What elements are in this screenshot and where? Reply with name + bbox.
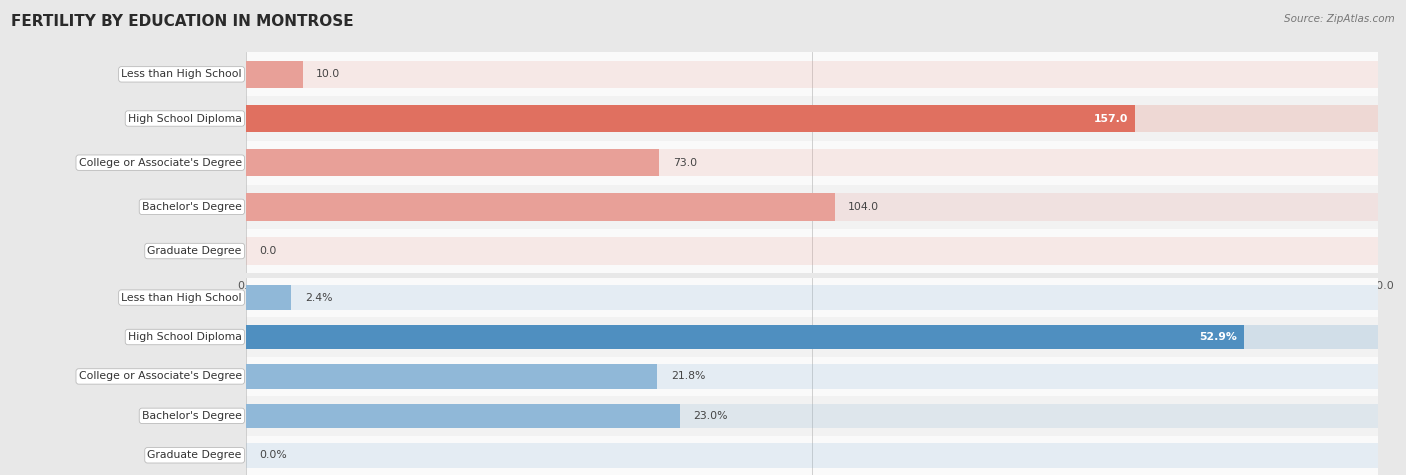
Text: High School Diploma: High School Diploma bbox=[128, 332, 242, 342]
Bar bbox=[246, 443, 1378, 467]
Bar bbox=[246, 404, 681, 428]
Text: 157.0: 157.0 bbox=[1094, 114, 1128, 124]
Bar bbox=[246, 364, 1378, 389]
Bar bbox=[246, 193, 1378, 220]
Bar bbox=[246, 193, 835, 220]
Bar bbox=[246, 396, 1378, 436]
Text: High School Diploma: High School Diploma bbox=[128, 114, 242, 124]
Bar bbox=[246, 105, 1378, 132]
Text: 2.4%: 2.4% bbox=[305, 293, 332, 303]
Text: Bachelor's Degree: Bachelor's Degree bbox=[142, 202, 242, 212]
Bar bbox=[246, 96, 1378, 141]
Bar bbox=[246, 285, 291, 310]
Text: Less than High School: Less than High School bbox=[121, 69, 242, 79]
Bar bbox=[246, 364, 657, 389]
Bar bbox=[246, 278, 1378, 317]
Text: 104.0: 104.0 bbox=[848, 202, 879, 212]
Bar bbox=[246, 61, 302, 88]
Bar bbox=[246, 61, 1378, 88]
Text: 73.0: 73.0 bbox=[672, 158, 697, 168]
Bar bbox=[246, 404, 1378, 428]
Text: Graduate Degree: Graduate Degree bbox=[148, 246, 242, 256]
Text: College or Associate's Degree: College or Associate's Degree bbox=[79, 371, 242, 381]
Text: 21.8%: 21.8% bbox=[671, 371, 706, 381]
Text: 52.9%: 52.9% bbox=[1199, 332, 1237, 342]
Text: Graduate Degree: Graduate Degree bbox=[148, 450, 242, 460]
Bar bbox=[246, 436, 1378, 475]
Bar bbox=[246, 105, 1135, 132]
Bar bbox=[246, 325, 1378, 349]
Bar bbox=[246, 185, 1378, 229]
Bar bbox=[246, 285, 1378, 310]
Bar bbox=[246, 52, 1378, 96]
Bar bbox=[246, 238, 1378, 265]
Bar bbox=[246, 141, 1378, 185]
Text: FERTILITY BY EDUCATION IN MONTROSE: FERTILITY BY EDUCATION IN MONTROSE bbox=[11, 14, 354, 29]
Bar bbox=[246, 325, 1244, 349]
Bar bbox=[246, 357, 1378, 396]
Bar bbox=[246, 229, 1378, 273]
Text: 10.0: 10.0 bbox=[316, 69, 340, 79]
Text: 23.0%: 23.0% bbox=[693, 411, 728, 421]
Text: College or Associate's Degree: College or Associate's Degree bbox=[79, 158, 242, 168]
Text: Source: ZipAtlas.com: Source: ZipAtlas.com bbox=[1284, 14, 1395, 24]
Bar bbox=[246, 149, 1378, 176]
Text: 0.0: 0.0 bbox=[260, 246, 277, 256]
Bar bbox=[246, 317, 1378, 357]
Text: Less than High School: Less than High School bbox=[121, 293, 242, 303]
Bar bbox=[246, 149, 659, 176]
Text: Bachelor's Degree: Bachelor's Degree bbox=[142, 411, 242, 421]
Text: 0.0%: 0.0% bbox=[260, 450, 287, 460]
